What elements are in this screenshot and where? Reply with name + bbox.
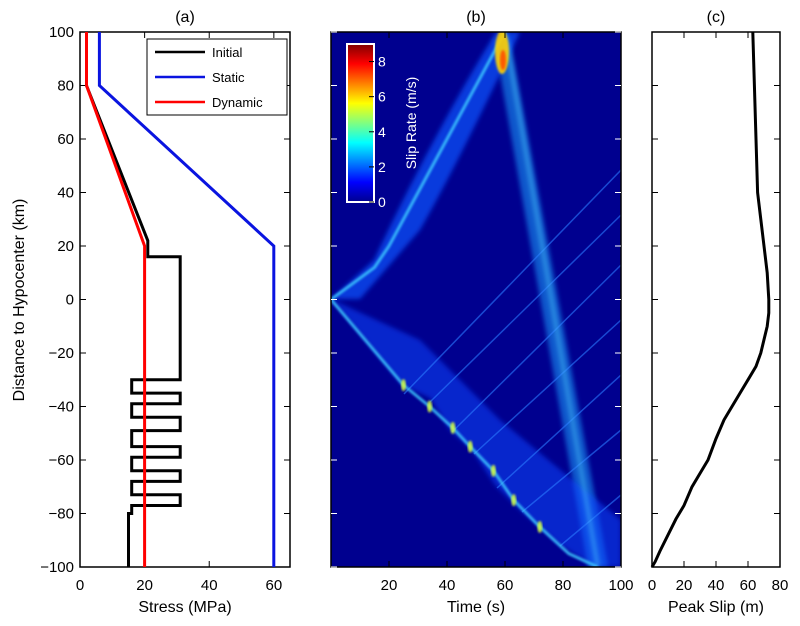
- legend-label-static: Static: [212, 70, 245, 85]
- series-line-static: [97, 32, 276, 567]
- y-tick-label: 0: [66, 292, 74, 309]
- x-tick-label: 60: [740, 577, 757, 594]
- x-tick-label: 0: [648, 577, 656, 594]
- series-line-initial: [85, 32, 182, 567]
- y-tick-label: −100: [40, 559, 74, 576]
- series-line-peak-slip: [650, 31, 771, 568]
- south-wedge: [331, 299, 621, 567]
- heatmap-field: [331, 32, 621, 567]
- x-tick-label: 40: [439, 577, 456, 594]
- x-tick-label: 40: [201, 577, 218, 594]
- south-front-hotspot: [537, 520, 543, 533]
- panel-b-axes: 20 40 60 80 100: [331, 31, 634, 594]
- colorbar-tick-label: 4: [378, 124, 386, 140]
- panel-a-frame: [79, 31, 291, 568]
- y-tick-label: 60: [57, 131, 74, 148]
- stopping-phase-line: [503, 32, 600, 567]
- y-tick-label: 20: [57, 238, 74, 255]
- y-tick-label: −60: [49, 452, 74, 469]
- south-front-hotspot: [427, 400, 433, 413]
- legend-label-dynamic: Dynamic: [212, 95, 263, 110]
- colorbar-tick-label: 8: [378, 54, 386, 70]
- south-front-hotspot: [490, 464, 496, 477]
- x-tick-label: 80: [772, 577, 789, 594]
- x-tick-label: 100: [608, 577, 633, 594]
- colorbar-ticks: 0 2 4 6 8: [369, 54, 386, 210]
- y-tick-label: 80: [57, 78, 74, 95]
- panel-b: 0 2 4 6 8 Slip Rate (m/s) 20 40 60 80 100 Time (…: [330, 31, 634, 616]
- y-tick-label: 100: [49, 24, 74, 41]
- colorbar-tick-label: 0: [378, 194, 386, 210]
- x-tick-label: 60: [497, 577, 514, 594]
- slip-hotspot-top-core: [500, 50, 506, 70]
- south-front-hotspot: [401, 379, 406, 392]
- x-tick-label: 40: [708, 577, 725, 594]
- panel-c-series: [650, 31, 771, 568]
- panel-a-title: (a): [175, 9, 195, 26]
- panel-a-series: [85, 32, 276, 567]
- colorbar: 0 2 4 6 8 Slip Rate (m/s): [346, 43, 419, 210]
- legend: Initial Static Dynamic: [146, 38, 288, 116]
- y-tick-label: −40: [49, 399, 74, 416]
- colorbar-label: Slip Rate (m/s): [403, 77, 419, 170]
- x-tick-label: 20: [381, 577, 398, 594]
- south-front-hotspot: [450, 421, 456, 434]
- panel-c: 0 20 40 60 80 Peak Slip (m): [648, 31, 789, 616]
- colorbar-tick-label: 6: [378, 89, 386, 105]
- south-front-hotspot: [467, 440, 473, 453]
- south-front-hotspot: [511, 494, 517, 507]
- panel-b-xlabel: Time (s): [447, 599, 505, 616]
- panel-a-xlabel: Stress (MPa): [138, 599, 231, 616]
- y-tick-label: 40: [57, 185, 74, 202]
- y-tick-label: −80: [49, 506, 74, 523]
- panel-a: 0 20 40 60 100 80 60 40 20 0 −20 −40 −60 −80 −100 Init…: [11, 24, 291, 616]
- series-line-dynamic: [85, 32, 147, 567]
- panel-c-xlabel: Peak Slip (m): [668, 599, 764, 616]
- colorbar-bar: [346, 43, 375, 203]
- rupture-front-north: [331, 32, 507, 301]
- rupture-front-south: [331, 298, 599, 567]
- x-tick-label: 20: [136, 577, 153, 594]
- panel-b-title: (b): [466, 9, 486, 26]
- panel-a-ylabel: Distance to Hypocenter (km): [11, 199, 28, 402]
- colorbar-tick-label: 2: [378, 159, 386, 175]
- x-tick-label: 60: [266, 577, 283, 594]
- north-wedge: [331, 32, 520, 299]
- panel-c-title: (c): [707, 9, 726, 26]
- legend-label-initial: Initial: [212, 45, 242, 60]
- panel-c-frame: [651, 31, 781, 568]
- x-tick-label: 0: [76, 577, 84, 594]
- x-tick-label: 20: [676, 577, 693, 594]
- y-tick-label: −20: [49, 345, 74, 362]
- rupture-fronts: [331, 32, 600, 567]
- x-tick-label: 80: [555, 577, 572, 594]
- panel-c-axes: 0 20 40 60 80: [648, 31, 789, 594]
